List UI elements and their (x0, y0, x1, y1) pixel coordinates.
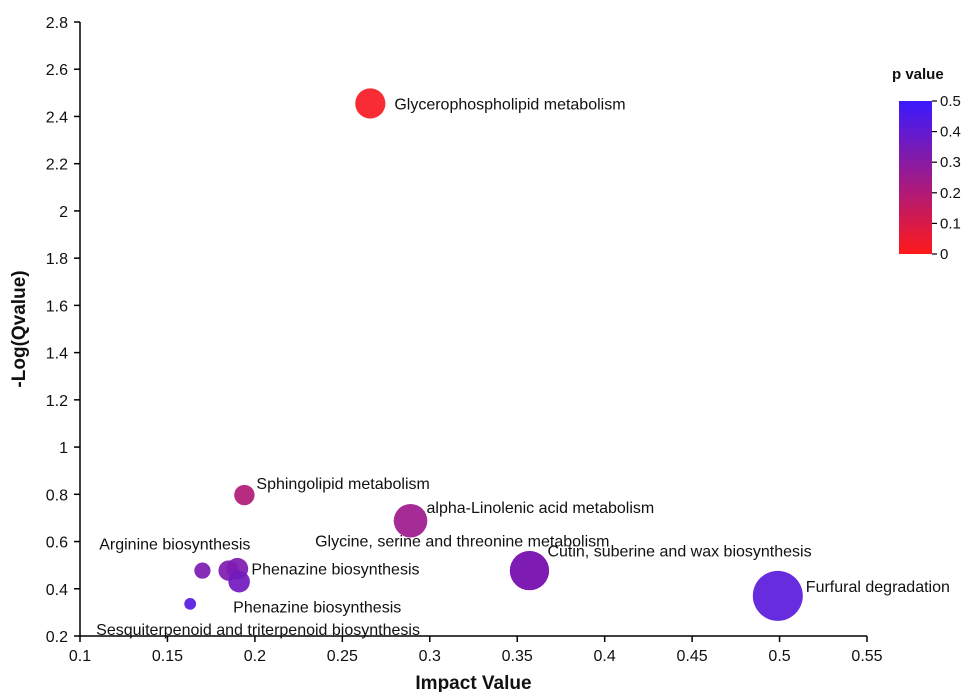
bubble-point (355, 88, 386, 119)
x-tick-label: 0.4 (594, 648, 616, 665)
y-tick-label: 1.2 (46, 393, 68, 410)
point-label: Arginine biosynthesis (99, 537, 250, 554)
bubble-point (509, 550, 550, 591)
legend-tick-label: 0.3 (940, 154, 961, 171)
point-label: Sesquiterpenoid and triterpenoid biosynt… (96, 622, 420, 639)
axes: 0.1 0.15 0.2 0.25 0.3 0.35 0.4 0.45 0.5 0.55 0.2 0.… (46, 15, 883, 665)
y-axis-title: -Log(Qvalue) (9, 270, 30, 387)
y-tick-label: 2.2 (46, 157, 68, 174)
bubble-point (393, 503, 428, 538)
x-tick-label: 0.2 (244, 648, 266, 665)
bubble-point (184, 597, 197, 610)
y-tick-label: 2.6 (46, 62, 68, 79)
point-labels: Glycerophospholipid metabolism Sphingolip… (96, 96, 950, 638)
x-tick-label: 0.55 (851, 648, 882, 665)
y-tick-label: 1.4 (46, 346, 68, 363)
y-tick-label: 0.4 (46, 582, 68, 599)
bubble-point (752, 570, 803, 621)
x-axis-title: Impact Value (415, 673, 531, 692)
bubble-point (234, 484, 255, 506)
x-tick-label: 0.3 (419, 648, 441, 665)
y-tick-label: 2.8 (46, 15, 68, 32)
legend-tick-label: 0.5 (940, 93, 961, 110)
legend-tick-label: 0.1 (940, 215, 961, 232)
legend-tick-label: 0 (940, 246, 948, 263)
data-points (184, 88, 803, 621)
y-tick-label: 1 (59, 440, 68, 457)
x-tick-label: 0.1 (69, 648, 91, 665)
y-tick-label: 2 (59, 204, 68, 221)
point-label: Phenazine biosynthesis (251, 562, 419, 579)
point-label: Cutin, suberine and wax biosynthesis (547, 544, 811, 561)
y-tick-label: 1.6 (46, 298, 68, 315)
legend-tick-label: 0.2 (940, 185, 961, 202)
bubble-point (228, 570, 250, 593)
point-label: Phenazine biosynthesis (233, 600, 401, 617)
y-tick-label: 0.8 (46, 487, 68, 504)
x-tick-label: 0.45 (677, 648, 708, 665)
x-tick-label: 0.35 (502, 648, 533, 665)
point-label: Glycine, serine and threonine metabolism (315, 534, 609, 551)
x-tick-label: 0.25 (327, 648, 358, 665)
x-tick-label: 0.5 (768, 648, 790, 665)
legend-tick-label: 0.4 (940, 124, 961, 141)
point-label: Glycerophospholipid metabolism (394, 96, 625, 113)
point-label: Sphingolipid metabolism (256, 476, 429, 493)
point-label: alpha-Linolenic acid metabolism (427, 500, 655, 517)
y-tick-label: 2.4 (46, 109, 68, 126)
legend-title: p value (892, 66, 944, 83)
y-tick-label: 0.2 (46, 629, 68, 646)
legend-color-bar (899, 101, 932, 254)
p-value-legend: p value 0 0.1 0.2 0.3 0.4 0.5 (892, 66, 961, 263)
y-tick-label: 1.8 (46, 251, 68, 268)
x-tick-label: 0.15 (152, 648, 183, 665)
bubble-point (194, 562, 211, 579)
point-label: Furfural degradation (806, 579, 950, 596)
y-tick-label: 0.6 (46, 535, 68, 552)
